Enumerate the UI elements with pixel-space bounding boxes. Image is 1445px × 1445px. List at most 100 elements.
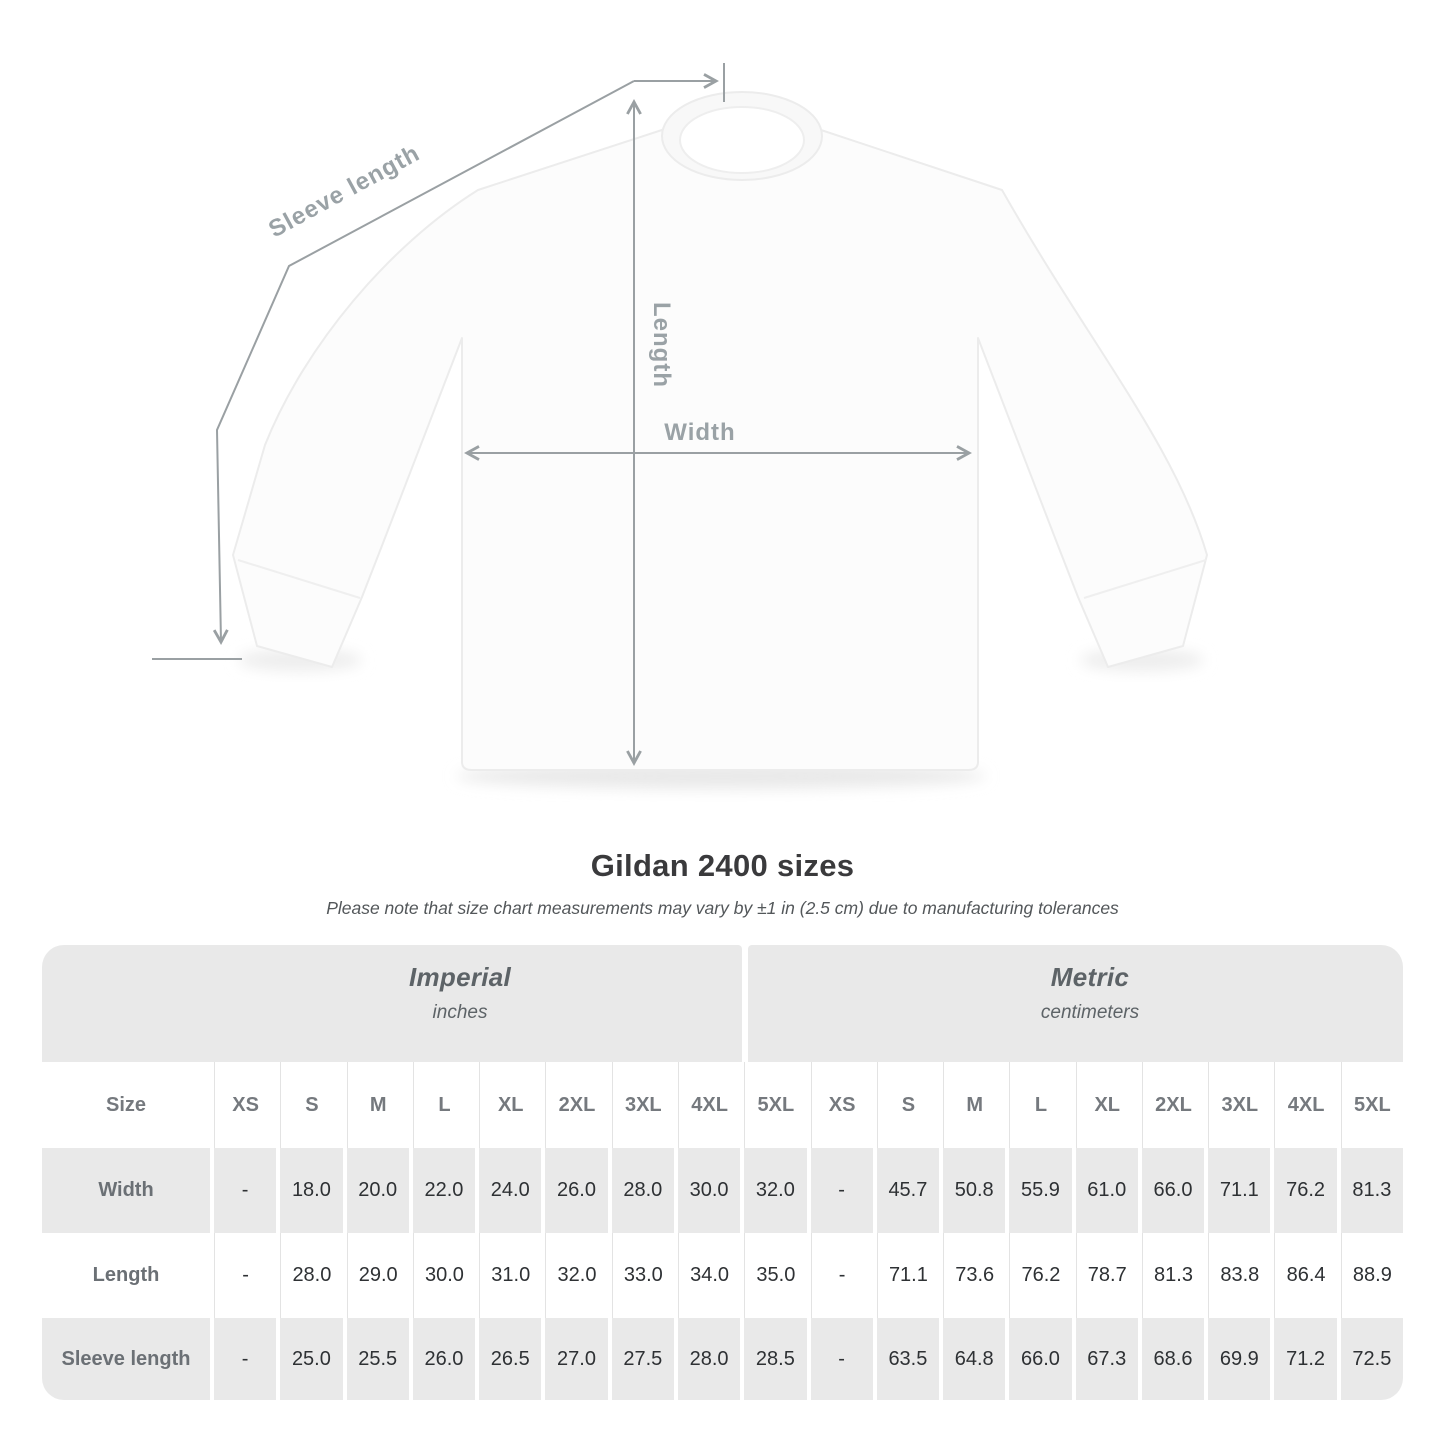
value-cell: 45.7: [876, 1148, 940, 1233]
size-header-cell: 2XL: [545, 1062, 607, 1148]
value-cell: 66.0: [1141, 1148, 1205, 1233]
value-cell: 78.7: [1075, 1233, 1138, 1318]
value-cell: 28.0: [280, 1233, 342, 1318]
value-cell: 71.2: [1274, 1318, 1337, 1400]
size-table: Imperial inches Metric centimeters Size …: [42, 945, 1403, 1400]
page-subtitle: Please note that size chart measurements…: [326, 898, 1119, 918]
value-cell: 30.0: [412, 1233, 475, 1318]
value-cell: -: [810, 1233, 873, 1318]
imperial-header-band: [42, 945, 742, 1062]
size-header-cell: 4XL: [677, 1062, 740, 1148]
value-cell: 27.0: [545, 1318, 608, 1400]
value-cell: 18.0: [280, 1148, 343, 1233]
value-cell: 25.0: [280, 1318, 343, 1400]
sleeve-length-row: Sleeve length - 25.0 25.5 26.0 26.5 27.0…: [42, 1318, 1403, 1400]
row-label: Width: [42, 1148, 210, 1233]
value-cell: 32.0: [545, 1233, 607, 1318]
value-cell: 26.5: [479, 1318, 542, 1400]
value-cell: 32.0: [744, 1148, 807, 1233]
length-label: Length: [648, 302, 675, 388]
size-header-cell: XL: [479, 1062, 541, 1148]
width-label: Width: [664, 419, 735, 446]
size-header-cell: XL: [1075, 1062, 1138, 1148]
size-header-cell: XS: [810, 1062, 873, 1148]
value-cell: 25.5: [346, 1318, 409, 1400]
sleeve-length-line: [152, 63, 725, 660]
sleeve-length-label: Sleeve length: [264, 140, 424, 244]
imperial-title: Imperial: [408, 962, 512, 992]
size-header-cell: 3XL: [1208, 1062, 1270, 1148]
size-header-cell: 5XL: [744, 1062, 806, 1148]
value-cell: 71.1: [1208, 1148, 1271, 1233]
size-header-cell: XS: [214, 1062, 276, 1148]
shirt-body: [232, 91, 1208, 771]
size-header-cell: 5XL: [1340, 1062, 1403, 1148]
value-cell: 55.9: [1009, 1148, 1072, 1233]
value-cell: 30.0: [677, 1148, 741, 1233]
value-cell: 86.4: [1274, 1233, 1336, 1318]
value-cell: 50.8: [943, 1148, 1006, 1233]
size-header-cell: L: [1009, 1062, 1071, 1148]
value-cell: 61.0: [1075, 1148, 1138, 1233]
value-cell: 66.0: [1009, 1318, 1072, 1400]
metric-header: Metric centimeters: [1041, 962, 1139, 1024]
size-header-cell: M: [346, 1062, 409, 1148]
value-cell: 83.8: [1208, 1233, 1270, 1318]
size-header-cell: 3XL: [611, 1062, 674, 1148]
imperial-header: Imperial inches: [409, 962, 511, 1024]
row-label: Length: [92, 1264, 160, 1286]
page-title: Gildan 2400 sizes: [590, 848, 855, 883]
value-cell: 26.0: [545, 1148, 608, 1233]
value-cell: 63.5: [876, 1318, 940, 1400]
imperial-unit: inches: [432, 1002, 488, 1023]
value-cell: 27.5: [611, 1318, 674, 1400]
value-cell: 72.5: [1340, 1318, 1403, 1400]
value-cell: 33.0: [611, 1233, 674, 1318]
size-corner-label: Size: [105, 1093, 147, 1116]
value-cell: -: [214, 1233, 276, 1318]
value-cell: 81.3: [1141, 1233, 1204, 1318]
value-cell: 67.3: [1075, 1318, 1138, 1400]
shirt-illustration: Sleeve length Length Width: [152, 63, 1208, 789]
value-cell: 68.6: [1141, 1318, 1205, 1400]
value-cell: 28.0: [677, 1318, 741, 1400]
size-header-row: Size XS S M L XL 2XL 3XL 4XL 5XL XS S M …: [42, 1062, 1403, 1148]
size-header-cell: 4XL: [1274, 1062, 1336, 1148]
value-cell: 71.1: [876, 1233, 939, 1318]
value-cell: 73.6: [943, 1233, 1005, 1318]
value-cell: 31.0: [479, 1233, 541, 1318]
value-cell: 64.8: [943, 1318, 1006, 1400]
metric-title: Metric: [1050, 962, 1130, 992]
size-header-cell: M: [943, 1062, 1005, 1148]
value-cell: 88.9: [1340, 1233, 1403, 1318]
value-cell: 76.2: [1274, 1148, 1337, 1233]
value-cell: 26.0: [412, 1318, 476, 1400]
width-row: Width - 18.0 20.0 22.0 24.0 26.0 28.0 30…: [42, 1148, 1403, 1233]
value-cell: 24.0: [479, 1148, 542, 1233]
metric-header-band: [748, 945, 1403, 1062]
value-cell: -: [214, 1318, 277, 1400]
size-header-cell: S: [280, 1062, 342, 1148]
row-label: Sleeve length: [42, 1318, 210, 1400]
value-cell: -: [214, 1148, 277, 1233]
value-cell: 34.0: [677, 1233, 740, 1318]
value-cell: 28.0: [611, 1148, 674, 1233]
value-cell: -: [810, 1148, 873, 1233]
value-cell: 35.0: [744, 1233, 806, 1318]
metric-unit: centimeters: [1040, 1002, 1140, 1023]
value-cell: -: [810, 1318, 873, 1400]
value-cell: 28.5: [744, 1318, 807, 1400]
value-cell: 81.3: [1340, 1148, 1403, 1233]
value-cell: 29.0: [346, 1233, 409, 1318]
size-header-cell: S: [876, 1062, 939, 1148]
value-cell: 20.0: [346, 1148, 409, 1233]
size-header-cell: 2XL: [1141, 1062, 1204, 1148]
value-cell: 22.0: [412, 1148, 476, 1233]
size-header-cell: L: [412, 1062, 475, 1148]
length-row: Length - 28.0 29.0 30.0 31.0 32.0 33.0 3…: [42, 1233, 1403, 1318]
collar-inner: [679, 106, 805, 174]
value-cell: 76.2: [1009, 1233, 1071, 1318]
unit-band: Imperial inches Metric centimeters: [42, 945, 1403, 1062]
value-cell: 69.9: [1208, 1318, 1271, 1400]
